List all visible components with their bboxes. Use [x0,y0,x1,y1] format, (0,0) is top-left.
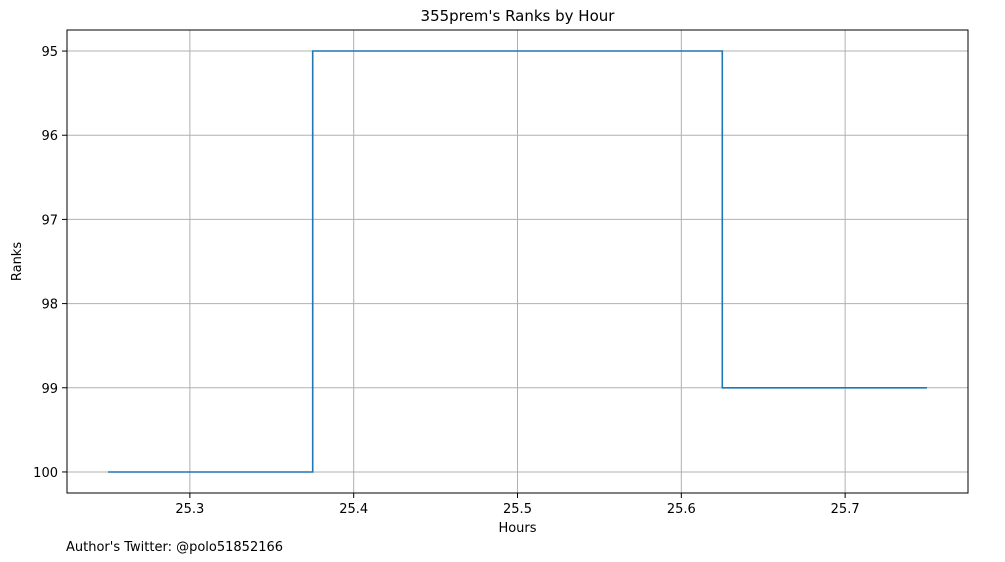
y-axis-title: Ranks [10,242,25,281]
y-tick-label: 98 [41,298,58,313]
rank-step-line [108,50,927,473]
x-tick-label: 25.5 [503,502,532,517]
grid-layer [67,30,968,493]
y-tick-label: 96 [41,129,58,144]
x-tick-label: 25.6 [667,502,696,517]
tick-layer: 25.3 25.4 25.5 25.6 25.7 95 96 97 98 99 100 [33,45,859,517]
y-tick-label: 95 [41,45,58,60]
x-tick-label: 25.4 [339,502,368,517]
x-tick-label: 25.3 [175,502,204,517]
y-tick-label: 99 [41,382,58,397]
series-layer [108,50,927,473]
chart-title: 355prem's Ranks by Hour [421,7,616,25]
x-axis-title: Hours [498,521,536,536]
x-tick-label: 25.7 [831,502,860,517]
y-tick-label: 97 [41,213,58,228]
y-tick-label: 100 [33,466,58,481]
author-twitter-note: Author's Twitter: @polo51852166 [66,540,283,555]
